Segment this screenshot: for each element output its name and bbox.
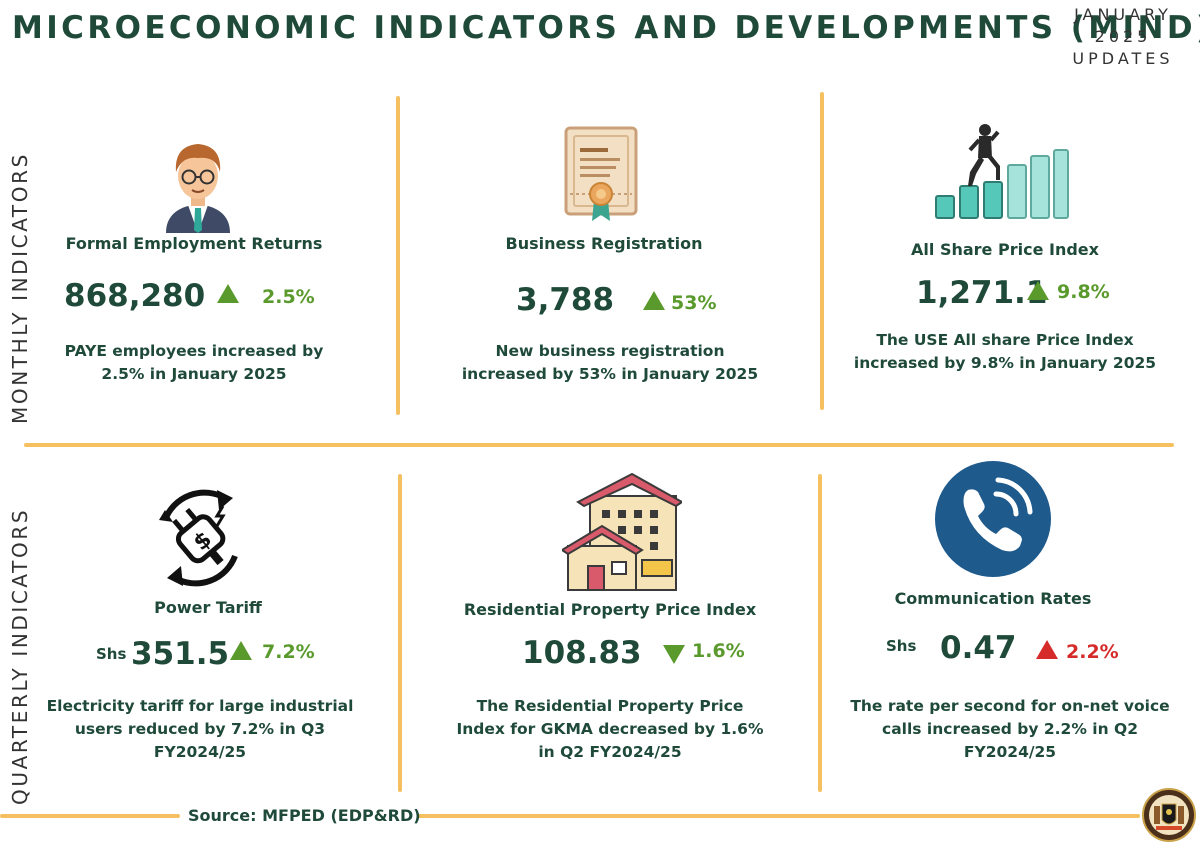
communication-change: 2.2% — [1066, 641, 1119, 663]
up-arrow-icon — [217, 284, 239, 303]
date-month: JANUARY — [1074, 5, 1172, 24]
description-line: calls increased by 2.2% in Q2 — [882, 720, 1138, 738]
coat-of-arms-icon — [1142, 788, 1196, 842]
property-index-value: 108.83 — [522, 635, 642, 671]
employment-change: 2.5% — [262, 286, 315, 308]
description-line: 2.5% in January 2025 — [101, 365, 287, 383]
employment-description: PAYE employees increased by 2.5% in Janu… — [44, 340, 344, 386]
page-title: MICROECONOMIC INDICATORS AND DEVELOPMENT… — [12, 10, 1200, 46]
share-index-label: All Share Price Index — [911, 240, 1099, 259]
divider-vertical — [396, 96, 400, 415]
communication-description: The rate per second for on-net voice cal… — [840, 695, 1180, 764]
up-arrow-icon — [643, 291, 665, 310]
growth-chart-icon — [934, 120, 1070, 220]
power-tariff-currency: Shs — [96, 645, 127, 663]
business-label: Business Registration — [505, 234, 703, 253]
divider-vertical — [818, 474, 822, 792]
description-line: Index for GKMA decreased by 1.6% — [456, 720, 764, 738]
business-value: 3,788 — [516, 282, 615, 318]
description-line: PAYE employees increased by — [64, 342, 324, 360]
power-tariff-description: Electricity tariff for large industrial … — [30, 695, 370, 764]
power-plug-dollar-icon: $ — [145, 484, 255, 592]
divider-footer-left — [0, 814, 180, 818]
description-line: in Q2 FY2024/25 — [538, 743, 682, 761]
date-badge: JANUARY 2025 UPDATES — [1058, 4, 1188, 70]
property-index-description: The Residential Property Price Index for… — [450, 695, 770, 764]
description-line: FY2024/25 — [963, 743, 1057, 761]
description-line: The Residential Property Price — [476, 697, 744, 715]
description-line: New business registration — [495, 342, 725, 360]
employment-label: Formal Employment Returns — [65, 234, 323, 253]
date-year: 2025 — [1094, 27, 1152, 46]
business-change: 53% — [671, 292, 717, 314]
quarterly-section-label: QUARTERLY INDICATORS — [8, 507, 32, 805]
property-index-change: 1.6% — [692, 640, 745, 662]
up-arrow-icon — [1027, 281, 1049, 300]
communication-value: 0.47 — [940, 630, 1017, 666]
date-updates: UPDATES — [1072, 49, 1174, 68]
up-arrow-icon — [1036, 640, 1058, 659]
power-tariff-change: 7.2% — [262, 641, 315, 663]
monthly-section-label: MONTHLY INDICATORS — [8, 152, 32, 424]
property-index-label: Residential Property Price Index — [463, 600, 757, 619]
power-tariff-label: Power Tariff — [154, 598, 262, 617]
description-line: The USE All share Price Index — [876, 331, 1134, 349]
divider-horizontal — [24, 443, 1174, 447]
description-line: increased by 9.8% in January 2025 — [853, 354, 1157, 372]
certificate-icon — [564, 126, 638, 222]
description-line: users reduced by 7.2% in Q3 — [74, 720, 326, 738]
description-line: The rate per second for on-net voice — [850, 697, 1170, 715]
apartment-building-icon — [560, 470, 684, 592]
source-note: Source: MFPED (EDP&RD) — [188, 806, 421, 825]
share-index-value: 1,271.1 — [916, 275, 1048, 311]
communication-label: Communication Rates — [894, 589, 1092, 608]
description-line: FY2024/25 — [153, 743, 247, 761]
down-arrow-icon — [663, 645, 685, 664]
divider-vertical — [398, 474, 402, 792]
share-index-description: The USE All share Price Index increased … — [846, 329, 1164, 375]
power-tariff-value: 351.5 — [131, 636, 230, 672]
share-index-change: 9.8% — [1057, 281, 1110, 303]
business-description: New business registration increased by 5… — [450, 340, 770, 386]
employee-icon — [158, 138, 238, 233]
divider-footer-right — [418, 814, 1140, 818]
description-line: Electricity tariff for large industrial — [46, 697, 354, 715]
phone-call-icon — [934, 460, 1052, 578]
employment-value: 868,280 — [64, 278, 206, 314]
up-arrow-icon — [230, 641, 252, 660]
description-line: increased by 53% in January 2025 — [461, 365, 759, 383]
communication-currency: Shs — [886, 637, 917, 655]
divider-vertical — [820, 92, 824, 410]
